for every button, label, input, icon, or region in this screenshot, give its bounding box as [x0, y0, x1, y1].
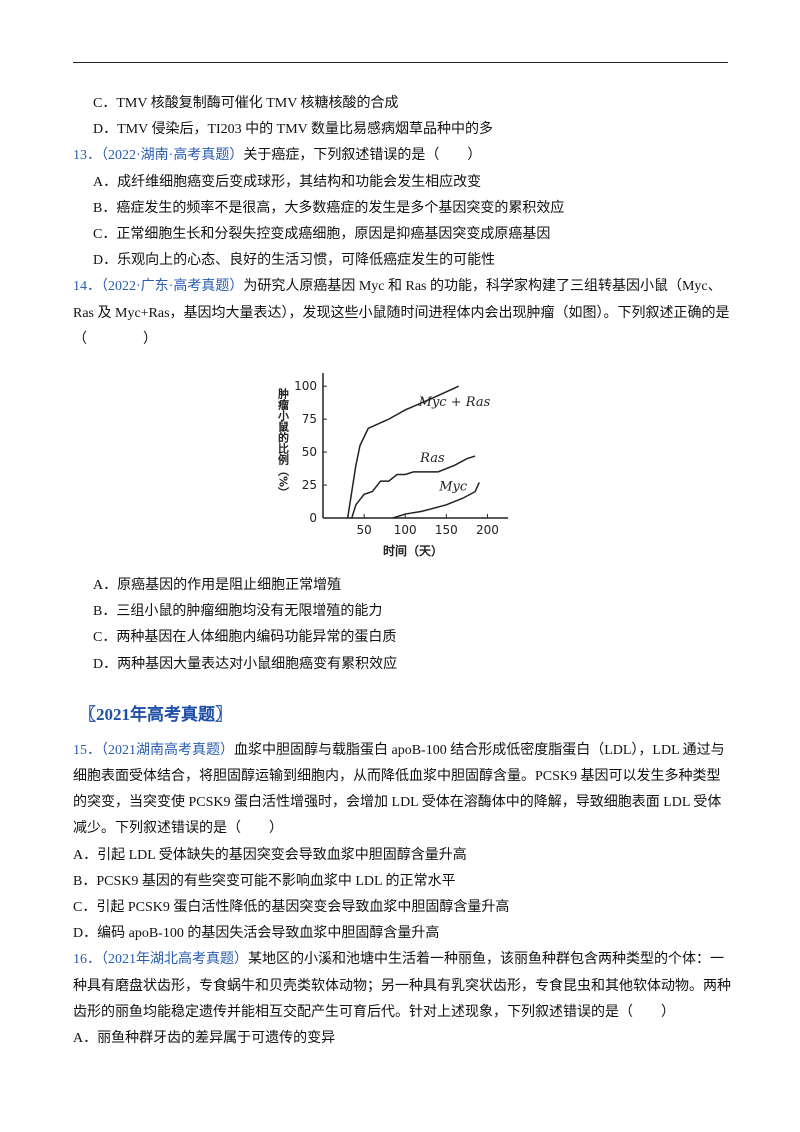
- option: D．编码 apoB-100 的基因失活会导致血浆中胆固醇含量升高: [73, 926, 440, 942]
- question-source: （2021年湖北高考真题）: [101, 952, 248, 968]
- x-axis-label: 时间（天）: [383, 543, 443, 558]
- x-tick-label: 50: [356, 523, 371, 537]
- question-stem: 13．（2022·湖南·高考真题）关于癌症，下列叙述错误的是（ ）: [73, 143, 733, 169]
- option: A．引起 LDL 受体缺失的基因突变会导致血浆中胆固醇含量升高: [73, 847, 467, 863]
- x-tick-label: 100: [394, 523, 417, 537]
- option: C．引起 PCSK9 蛋白活性降低的基因突变会导致血浆中胆固醇含量升高: [73, 900, 510, 916]
- question-source: （2022·湖南·高考真题）: [101, 148, 244, 164]
- x-tick-label: 200: [476, 523, 499, 537]
- series-line: [392, 482, 480, 519]
- question-number: 16．: [73, 952, 101, 968]
- y-tick-label: 25: [302, 478, 317, 492]
- top-rule: [73, 62, 728, 63]
- series-line: [351, 455, 476, 519]
- series-label: Myc: [438, 479, 468, 494]
- option: B．癌症发生的频率不是很高，大多数癌症的发生是多个基因突变的累积效应: [93, 200, 565, 216]
- question-text: 某地区的小溪和池塘中生活着一种丽鱼，该丽鱼种群包含两种类型的个体：一种具有磨盘状…: [73, 952, 731, 1020]
- series-line: [346, 385, 459, 519]
- y-tick-label: 0: [309, 511, 317, 525]
- option: B．PCSK9 基因的有些突变可能不影响血浆中 LDL 的正常水平: [73, 873, 456, 889]
- question-source: （2021湖南高考真题）: [101, 742, 234, 758]
- question-stem: 16．（2021年湖北高考真题）某地区的小溪和池塘中生活着一种丽鱼，该丽鱼种群包…: [73, 947, 733, 1026]
- option: C．两种基因在人体细胞内编码功能异常的蛋白质: [93, 630, 397, 646]
- section-title: 〖2021年高考真题〗: [79, 704, 232, 724]
- series-label: Myc + Ras: [418, 395, 491, 410]
- y-tick-label: 75: [302, 412, 317, 426]
- option: A．成纤维细胞癌变后变成球形，其结构和功能会发生相应改变: [93, 174, 482, 190]
- chart: 0 25 50 75 100 50 100 150 200 肿瘤小鼠的比例（%） 时间（天） Myc …: [277, 373, 508, 558]
- question-text: 为研究人原癌基因 Myc 和 Ras 的功能，科学家构建了三组转基因小鼠（Myc…: [73, 279, 730, 347]
- option: B．三组小鼠的肿瘤细胞均没有无限增殖的能力: [93, 604, 383, 620]
- question-stem: 14．（2022·广东·高考真题）为研究人原癌基因 Myc 和 Ras 的功能，…: [73, 274, 733, 353]
- option: D．TMV 侵染后，TI203 中的 TMV 数量比易感病烟草品种中的多: [93, 122, 494, 138]
- y-axis-label: 肿瘤小鼠的比例（%）: [277, 387, 291, 498]
- option: A．原癌基因的作用是阻止细胞正常增殖: [93, 578, 342, 594]
- option: A．丽鱼种群牙齿的差异属于可遗传的变异: [73, 1031, 336, 1047]
- option: D．两种基因大量表达对小鼠细胞癌变有累积效应: [93, 656, 398, 672]
- document: C．TMV 核酸复制酶可催化 TMV 核糖核酸的合成 D．TMV 侵染后，TI2…: [73, 91, 733, 1052]
- question-number: 14．: [73, 279, 101, 295]
- question-text: 关于癌症，下列叙述错误的是（ ）: [243, 148, 482, 164]
- question-source: （2022·广东·高考真题）: [101, 279, 244, 295]
- question-text: 血浆中胆固醇与载脂蛋白 apoB-100 结合形成低密度脂蛋白（LDL），LDL…: [73, 742, 725, 837]
- y-tick-label: 50: [302, 445, 317, 459]
- series-label: Ras: [419, 451, 445, 466]
- x-tick-label: 150: [435, 523, 458, 537]
- question-number: 13．: [73, 148, 101, 164]
- option: C．正常细胞生长和分裂失控变成癌细胞，原因是抑癌基因突变成原癌基因: [93, 227, 551, 243]
- option: C．TMV 核酸复制酶可催化 TMV 核糖核酸的合成: [93, 96, 399, 111]
- y-tick-label: 100: [294, 379, 317, 393]
- question-number: 15．: [73, 742, 101, 758]
- option: D．乐观向上的心态、良好的生活习惯，可降低癌症发生的可能性: [93, 253, 496, 269]
- question-stem: 15．（2021湖南高考真题）血浆中胆固醇与载脂蛋白 apoB-100 结合形成…: [73, 738, 733, 843]
